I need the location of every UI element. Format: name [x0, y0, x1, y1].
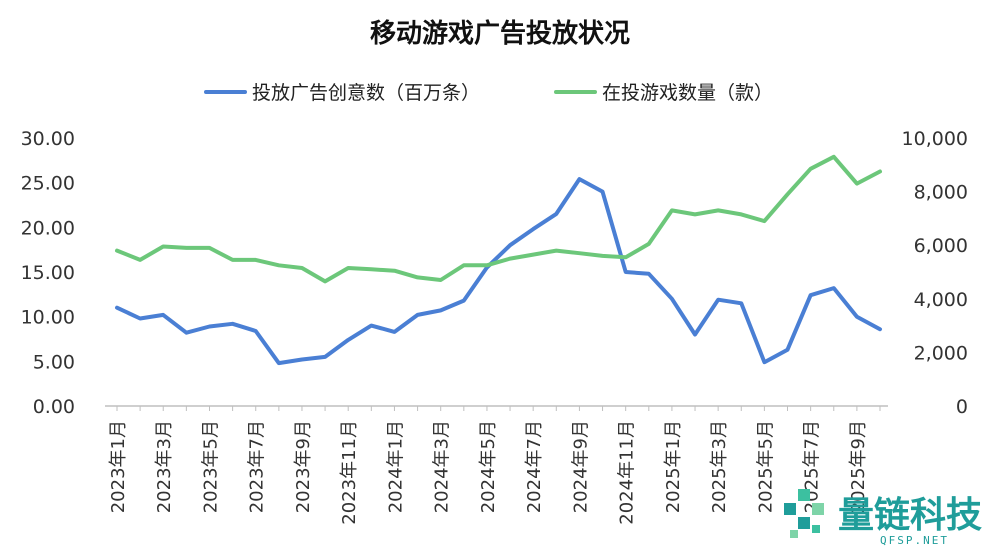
x-tick-label: 2025年3月	[709, 420, 730, 513]
series-line-creatives	[115, 177, 882, 366]
legend: 投放广告创意数（百万条） 在投游戏数量（款）	[204, 82, 773, 104]
x-tick-label: 2025年5月	[755, 420, 776, 513]
y-left-tick-label: 30.00	[21, 128, 75, 150]
legend-label-games: 在投游戏数量（款）	[602, 82, 773, 104]
y-left-tick-label: 25.00	[21, 173, 75, 195]
x-axis: 2023年1月 2023年3月 2023年5月 2023年7月 2023年9月 2023年…	[108, 406, 881, 525]
x-tick-label: 2024年3月	[432, 420, 453, 513]
x-tick-label: 2023年1月	[108, 420, 129, 513]
y-left-tick-label: 15.00	[21, 262, 75, 284]
x-tick-label: 2025年1月	[663, 420, 684, 513]
y-right-tick-label: 6,000	[914, 235, 968, 257]
x-tick-label: 2024年11月	[617, 420, 638, 525]
y-left-tick-label: 5.00	[33, 351, 75, 373]
y-right-tick-label: 4,000	[914, 289, 968, 311]
y-right-tick-label: 0	[956, 396, 968, 418]
x-tick-label: 2024年7月	[524, 420, 545, 513]
y-right-tick-label: 8,000	[914, 182, 968, 204]
legend-label-creatives: 投放广告创意数（百万条）	[252, 82, 480, 104]
x-tick-label: 2023年9月	[293, 420, 314, 513]
chart-title: 移动游戏广告投放状况	[370, 18, 630, 49]
y-left-tick-label: 10.00	[21, 307, 75, 329]
x-tick-label: 2023年11月	[339, 420, 360, 525]
y-axis-right: 0 2,000 4,000 6,000 8,000 10,000	[902, 128, 968, 418]
series-layer	[115, 154, 882, 366]
x-tick-label: 2024年9月	[570, 420, 591, 513]
watermark-site: QFSP.NET	[880, 534, 949, 547]
x-tick-label: 2023年7月	[247, 420, 268, 513]
y-left-tick-label: 0.00	[33, 396, 75, 418]
y-right-tick-label: 2,000	[914, 342, 968, 364]
x-tick-label: 2023年5月	[200, 420, 221, 513]
watermark-logo-icon	[784, 489, 824, 538]
x-tick-label: 2025年9月	[848, 420, 869, 513]
series-line-games	[115, 154, 882, 284]
watermark-brand: 量链科技	[838, 495, 982, 536]
watermark: 量链科技 QFSP.NET	[784, 489, 982, 547]
y-axis-left: 0.00 5.00 10.00 15.00 20.00 25.00 30.00	[21, 128, 75, 418]
y-right-tick-label: 10,000	[902, 128, 968, 150]
y-left-tick-label: 20.00	[21, 217, 75, 239]
x-tick-label: 2024年5月	[478, 420, 499, 513]
x-tick-label: 2023年3月	[154, 420, 175, 513]
x-tick-label: 2024年1月	[385, 420, 406, 513]
